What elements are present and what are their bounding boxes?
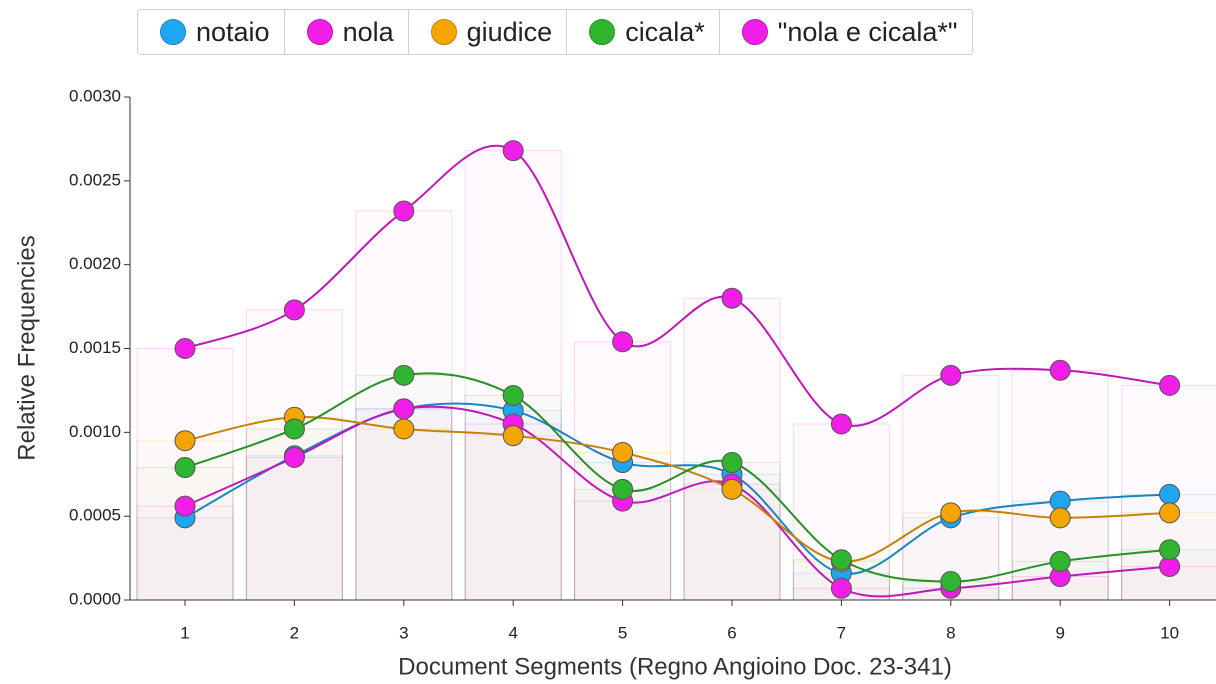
data-point [174,430,196,452]
legend-label: giudice [466,16,553,47]
x-axis-title: Document Segments (Regno Angioino Doc. 2… [398,653,952,680]
series-line [184,144,1170,427]
legend-label: notaio [196,16,270,47]
data-point [612,478,634,500]
data-point [1049,550,1071,572]
x-tick-label: 6 [727,623,736,642]
legend: notaio nola giudice cicala* "nola e cicala*" [137,9,973,55]
legend-swatch [306,19,333,45]
x-tick-label: 8 [946,623,955,642]
data-point [393,200,415,222]
data-point [1159,374,1181,396]
x-tick-label: 2 [290,623,299,642]
x-tick-label: 10 [1160,623,1179,642]
data-point [1049,359,1071,381]
bar [683,297,781,601]
data-point [1049,507,1071,529]
y-tick-label: 0.0020 [69,254,121,273]
data-point [502,140,524,162]
data-point [940,571,962,593]
data-point [393,364,415,386]
data-point [612,441,634,463]
data-point [721,452,743,474]
legend-item[interactable]: nola [285,10,409,54]
series-line [184,405,1170,598]
y-tick-label: 0.0025 [69,170,121,189]
x-tick-label: 4 [508,623,517,642]
bar [464,150,562,601]
data-point [283,418,305,440]
data-point [174,457,196,479]
y-tick-label: 0.0030 [69,86,121,105]
legend-label: "nola e cicala*" [777,16,958,47]
data-point [393,398,415,420]
legend-swatch [589,19,616,45]
data-point [502,384,524,406]
legend-item[interactable]: notaio [138,10,285,54]
data-point [393,418,415,440]
legend-swatch [430,19,457,45]
data-point [283,446,305,468]
x-tick-label: 9 [1055,623,1064,642]
data-point [830,549,852,571]
data-point [1159,502,1181,524]
data-point [830,413,852,435]
data-point [1159,483,1181,505]
legend-label: cicala* [625,16,705,47]
legend-label: nola [342,16,394,47]
data-point [721,478,743,500]
data-point [612,331,634,353]
bar [902,374,1000,601]
data-point [940,364,962,386]
data-point [502,425,524,447]
legend-swatch [160,19,186,45]
data-point [940,502,962,524]
x-tick-label: 5 [618,623,627,642]
legend-item[interactable]: "nola e cicala*" [720,10,972,54]
data-point [174,338,196,359]
data-point [174,495,196,517]
data-point [721,287,743,309]
data-point [283,299,305,321]
x-tick-label: 1 [180,623,189,642]
y-tick-label: 0.0015 [69,338,121,357]
y-tick-label: 0.0005 [69,506,121,525]
data-point [1159,539,1181,561]
y-tick-label: 0.0010 [69,422,121,441]
series-line [184,372,1170,583]
legend-item[interactable]: giudice [409,10,568,54]
x-tick-label: 7 [837,623,846,642]
legend-item[interactable]: cicala* [567,10,720,54]
legend-swatch [741,19,768,45]
data-point [830,577,852,599]
y-tick-label: 0.0000 [69,589,121,608]
y-axis-title: Relative Frequencies [13,235,40,460]
x-tick-label: 3 [399,623,408,642]
